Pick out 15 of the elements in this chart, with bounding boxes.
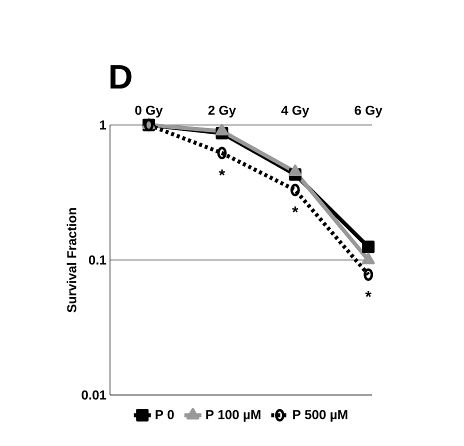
y-tick-label: 0.1: [88, 255, 106, 265]
x-tick-label: 2 Gy: [208, 106, 236, 118]
annotation: *: [292, 206, 298, 212]
legend-label: P 100 µM: [206, 410, 260, 422]
legend-label: P 500 µM: [293, 410, 348, 422]
legend-label: P 0: [156, 410, 174, 420]
annotation: *: [365, 291, 372, 298]
annotation: *: [218, 170, 226, 176]
x-tick-label: 4 Gy: [281, 106, 310, 118]
y-tick-label: 1: [100, 120, 106, 130]
y-tick-label: 0.01: [82, 390, 106, 400]
y-axis-title: Survival Fraction: [66, 208, 76, 312]
chart-title: D: [110, 65, 132, 88]
x-tick-label: 6 Gy: [354, 106, 382, 118]
x-tick-label: 0 Gy: [135, 106, 163, 118]
